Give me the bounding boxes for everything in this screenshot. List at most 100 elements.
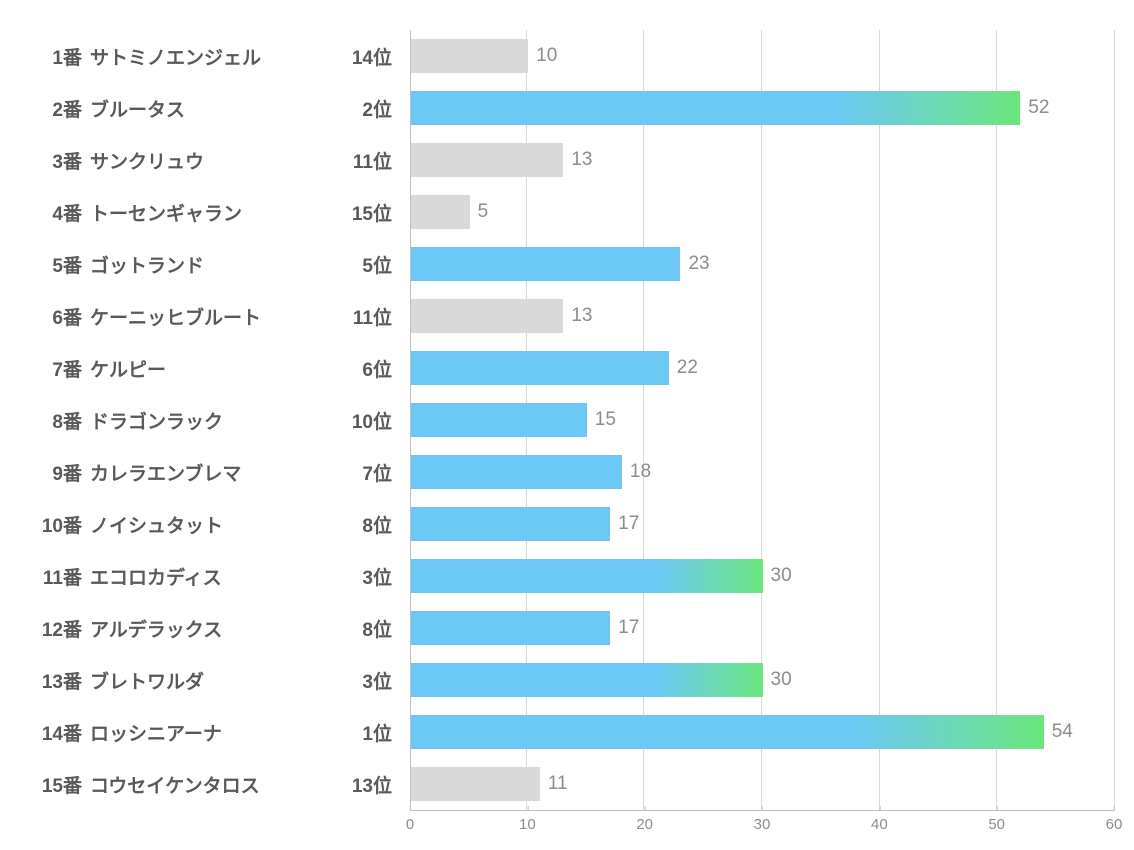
entry-number: 1番: [20, 43, 90, 70]
bar-container: 13: [411, 143, 1114, 177]
plot-area: 30: [410, 550, 1114, 602]
bar: [411, 455, 622, 489]
plot-area: 13: [410, 134, 1114, 186]
entry-rank: 15位: [320, 199, 410, 226]
entry-name: エコロカディス: [90, 563, 320, 590]
axis-tick-label: 40: [871, 811, 888, 833]
bar-container: 54: [411, 715, 1114, 749]
chart-row: 6番ケーニッヒブルート11位13: [20, 290, 1114, 342]
entry-number: 3番: [20, 147, 90, 174]
axis-tick-label: 50: [988, 811, 1005, 833]
chart-row: 4番トーセンギャラン15位5: [20, 186, 1114, 238]
bar-container: 10: [411, 39, 1114, 73]
chart-row: 10番ノイシュタット8位17: [20, 498, 1114, 550]
bar-container: 13: [411, 299, 1114, 333]
bar: [411, 767, 540, 801]
bar: [411, 663, 763, 697]
entry-number: 9番: [20, 459, 90, 486]
entry-rank: 3位: [320, 667, 410, 694]
bar-container: 17: [411, 611, 1114, 645]
entry-name: ケルピー: [90, 355, 320, 382]
bar-container: 11: [411, 767, 1114, 801]
chart-row: 7番ケルピー6位22: [20, 342, 1114, 394]
chart-row: 14番ロッシニアーナ1位54: [20, 706, 1114, 758]
entry-name: ロッシニアーナ: [90, 719, 320, 746]
bar-container: 52: [411, 91, 1114, 125]
axis-tick-label: 0: [406, 811, 414, 833]
bar-value-label: 30: [763, 559, 792, 593]
entry-rank: 13位: [320, 771, 410, 798]
bar-container: 5: [411, 195, 1114, 229]
axis-tick-label: 10: [519, 811, 536, 833]
chart-container: 1番サトミノエンジェル14位102番ブルータス2位523番サンクリュウ11位13…: [0, 0, 1134, 850]
bar-container: 30: [411, 663, 1114, 697]
plot-area: 23: [410, 238, 1114, 290]
plot-area: 5: [410, 186, 1114, 238]
bar: [411, 403, 587, 437]
bar: [411, 351, 669, 385]
chart-row: 2番ブルータス2位52: [20, 82, 1114, 134]
entry-number: 11番: [20, 563, 90, 590]
bar-container: 18: [411, 455, 1114, 489]
chart-row: 1番サトミノエンジェル14位10: [20, 30, 1114, 82]
bar-container: 23: [411, 247, 1114, 281]
plot-area: 13: [410, 290, 1114, 342]
entry-rank: 3位: [320, 563, 410, 590]
bar: [411, 507, 610, 541]
x-axis: 0102030405060: [20, 810, 1114, 850]
entry-name: ドラゴンラック: [90, 407, 320, 434]
gridline: [1114, 30, 1115, 810]
bar-value-label: 18: [622, 455, 651, 489]
entry-number: 12番: [20, 615, 90, 642]
chart-row: 5番ゴットランド5位23: [20, 238, 1114, 290]
bar-value-label: 17: [610, 507, 639, 541]
chart-row: 15番コウセイケンタロス13位11: [20, 758, 1114, 810]
bar-value-label: 10: [528, 39, 557, 73]
bar-value-label: 54: [1044, 715, 1073, 749]
chart-row: 11番エコロカディス3位 30: [20, 550, 1114, 602]
entry-rank: 5位: [320, 251, 410, 278]
chart-row: 13番ブレトワルダ3位30: [20, 654, 1114, 706]
axis-tick-label: 30: [754, 811, 771, 833]
bar: [411, 39, 528, 73]
bar: [411, 247, 680, 281]
plot-area: 30: [410, 654, 1114, 706]
bar: [411, 91, 1020, 125]
entry-name: カレラエンブレマ: [90, 459, 320, 486]
entry-rank: 8位: [320, 615, 410, 642]
plot-area: 15: [410, 394, 1114, 446]
entry-name: ケーニッヒブルート: [90, 303, 320, 330]
plot-area: 17: [410, 602, 1114, 654]
entry-rank: 11位: [320, 147, 410, 174]
entry-rank: 7位: [320, 459, 410, 486]
axis-ticks: 0102030405060: [410, 810, 1114, 850]
bar-container: 22: [411, 351, 1114, 385]
bar-container: 15: [411, 403, 1114, 437]
entry-name: アルデラックス: [90, 615, 320, 642]
bar: [411, 195, 470, 229]
entry-rank: 10位: [320, 407, 410, 434]
bar: [411, 559, 763, 593]
chart-row: 9番カレラエンブレマ7位 18: [20, 446, 1114, 498]
plot-area: 10: [410, 30, 1114, 82]
entry-rank: 11位: [320, 303, 410, 330]
entry-number: 15番: [20, 771, 90, 798]
bar: [411, 715, 1044, 749]
bar: [411, 299, 563, 333]
plot-area: 18: [410, 446, 1114, 498]
entry-name: サンクリュウ: [90, 147, 320, 174]
entry-name: ブルータス: [90, 95, 320, 122]
bar-value-label: 5: [470, 195, 489, 229]
entry-name: トーセンギャラン: [90, 199, 320, 226]
bar-value-label: 13: [563, 143, 592, 177]
entry-name: コウセイケンタロス: [90, 771, 320, 798]
entry-number: 8番: [20, 407, 90, 434]
entry-rank: 14位: [320, 43, 410, 70]
entry-number: 14番: [20, 719, 90, 746]
bar: [411, 611, 610, 645]
bar-container: 17: [411, 507, 1114, 541]
bar-container: 30: [411, 559, 1114, 593]
entry-number: 6番: [20, 303, 90, 330]
plot-area: 52: [410, 82, 1114, 134]
plot-area: 11: [410, 758, 1114, 810]
